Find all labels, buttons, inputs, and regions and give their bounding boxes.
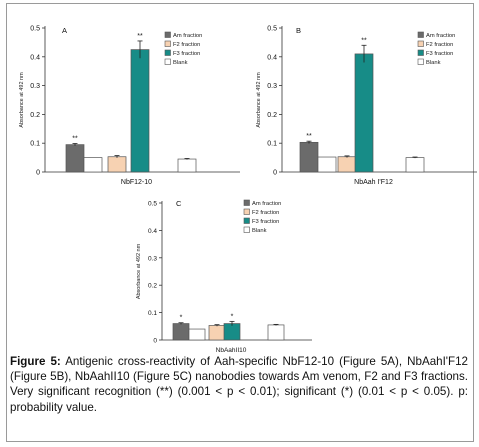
panel-c-bar-3 bbox=[267, 324, 285, 341]
panel-a-legend-swatch-2 bbox=[164, 49, 171, 56]
panel-a-legend-label-2: F3 fraction bbox=[173, 51, 200, 57]
panel-b-significance-0: ** bbox=[306, 133, 312, 140]
panel-c-y-axis-title: Absorbance at 492 nm bbox=[136, 243, 142, 299]
figure-caption: Figure 5: Antigenic cross-reactivity of … bbox=[10, 354, 468, 415]
panel-a-bar-1 bbox=[107, 156, 127, 173]
panel-b-bar-extra bbox=[317, 156, 337, 173]
panel-c-y-tick-label: 0.1 bbox=[148, 310, 157, 317]
panel-a-bar-2 bbox=[130, 49, 150, 173]
panel-a-bar-extra bbox=[83, 157, 103, 173]
panel-b-y-tick-label: 0.2 bbox=[267, 112, 277, 119]
panel-c-legend-swatch-2 bbox=[243, 217, 250, 224]
panel-b-y-tick-label: 0.1 bbox=[267, 141, 277, 148]
panel-c-bar-0 bbox=[172, 323, 190, 341]
panel-b-legend-swatch-3 bbox=[417, 58, 424, 65]
panel-a-legend-label-0: Am fraction bbox=[173, 33, 202, 39]
figure-frame bbox=[6, 3, 474, 442]
panel-a-bar-0 bbox=[65, 144, 85, 173]
panel-b-legend-swatch-2 bbox=[417, 49, 424, 56]
panel-a-legend-label-1: F2 fraction bbox=[173, 42, 200, 48]
panel-b-y-axis-title: Absorbance at 492 nm bbox=[256, 72, 262, 128]
panel-a-legend-swatch-3 bbox=[164, 58, 171, 65]
panel-a-y-tick-label: 0.4 bbox=[30, 54, 40, 61]
panel-a-letter: A bbox=[62, 26, 67, 35]
panel-c-legend-swatch-0 bbox=[243, 199, 250, 206]
panel-a-y-tick-label: 0.3 bbox=[30, 83, 40, 90]
panel-c-legend-label-3: Blank bbox=[252, 228, 267, 234]
panel-a-x-label: NbF12-10 bbox=[121, 179, 152, 186]
panel-b-y-tick-label: 0 bbox=[273, 170, 277, 177]
panel-b-y-tick-label: 0.3 bbox=[267, 83, 277, 90]
panel-c-bar-2 bbox=[223, 323, 241, 341]
panel-b-y-tick-label: 0.4 bbox=[267, 54, 277, 61]
panel-b-legend-label-2: F3 fraction bbox=[426, 51, 453, 57]
panel-a-y-tick-label: 0.2 bbox=[30, 112, 40, 119]
panel-b-bar-0 bbox=[299, 141, 319, 173]
panel-b-legend-label-3: Blank bbox=[426, 60, 441, 66]
panel-c-y-tick-label: 0 bbox=[153, 338, 157, 345]
panel-a-bar-3 bbox=[177, 158, 197, 173]
panel-b-bar-1 bbox=[337, 156, 357, 173]
panel-a-significance-0: ** bbox=[72, 135, 78, 142]
panel-b-x-label: NbAah I'F12 bbox=[354, 179, 393, 186]
panel-c-legend-swatch-1 bbox=[243, 208, 250, 215]
panel-a-y-tick-label: 0.5 bbox=[30, 26, 40, 33]
caption-label: Figure 5: bbox=[10, 355, 61, 368]
panel-c-letter: C bbox=[176, 199, 182, 208]
panel-a-significance-2: ** bbox=[137, 33, 143, 40]
panel-c-y-tick-label: 0.3 bbox=[148, 255, 157, 262]
panel-c-legend-label-1: F2 fraction bbox=[252, 210, 279, 216]
panel-c-y-tick-label: 0.4 bbox=[148, 228, 157, 235]
panel-b-letter: B bbox=[296, 26, 301, 35]
panel-c-bar-extra bbox=[188, 328, 206, 341]
panel-c-significance-0: * bbox=[180, 315, 183, 322]
panel-c-significance-2: * bbox=[231, 313, 234, 320]
panel-a-y-tick-label: 0 bbox=[36, 170, 40, 177]
panel-a-y-tick-label: 0.1 bbox=[30, 141, 40, 148]
panel-c-legend-label-2: F3 fraction bbox=[252, 219, 279, 225]
panel-a-legend-swatch-1 bbox=[164, 40, 171, 47]
caption-text: Antigenic cross-reactivity of Aah-specif… bbox=[10, 355, 468, 414]
panel-b-legend-swatch-1 bbox=[417, 40, 424, 47]
panel-a-y-axis-title: Absorbance at 492 nm bbox=[19, 72, 25, 128]
panel-c-legend-swatch-3 bbox=[243, 226, 250, 233]
panel-b-legend-label-1: F2 fraction bbox=[426, 42, 453, 48]
panel-a-legend-swatch-0 bbox=[164, 31, 171, 38]
panel-c-legend-label-0: Am fraction bbox=[252, 201, 281, 207]
panel-b-y-tick-label: 0.5 bbox=[267, 26, 277, 33]
panel-c-y-tick-label: 0.5 bbox=[148, 201, 157, 208]
panel-b-legend-swatch-0 bbox=[417, 31, 424, 38]
panel-b-bar-2 bbox=[354, 53, 374, 173]
panel-c-bar-1 bbox=[208, 325, 226, 341]
panel-a-legend-label-3: Blank bbox=[173, 60, 188, 66]
panel-c-x-label: NbAahII10 bbox=[216, 347, 247, 352]
panel-b-significance-2: ** bbox=[361, 37, 367, 44]
panel-b-legend-label-0: Am fraction bbox=[426, 33, 455, 39]
panel-b-bar-3 bbox=[405, 157, 425, 173]
panel-c-y-tick-label: 0.2 bbox=[148, 283, 157, 290]
